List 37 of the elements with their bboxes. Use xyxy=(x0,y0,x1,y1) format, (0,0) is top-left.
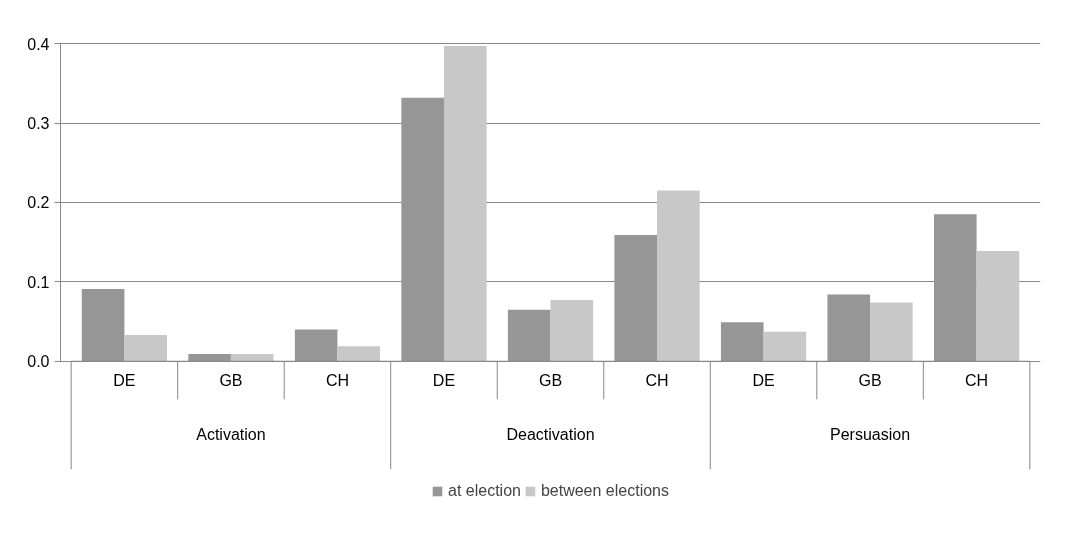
text: Deactivation xyxy=(506,425,595,443)
y-tick-label: 0.4 xyxy=(27,35,50,53)
bar xyxy=(294,329,338,362)
bar xyxy=(443,46,487,362)
bar xyxy=(507,309,551,362)
x-tick-label: GB xyxy=(219,371,243,389)
bar xyxy=(763,331,807,362)
legend-label: at election xyxy=(447,482,521,500)
text: Activation xyxy=(196,425,266,443)
y-tick-label: 0.1 xyxy=(27,273,50,291)
y-tick-label: 0.0 xyxy=(27,353,50,371)
bar xyxy=(933,214,977,362)
bar xyxy=(870,302,913,362)
bar xyxy=(230,354,274,362)
bar xyxy=(550,300,594,362)
y-tick-label: 0.3 xyxy=(27,115,50,133)
bar xyxy=(401,97,444,362)
x-tick-label: GB xyxy=(538,371,563,389)
x-tick-label: DE xyxy=(752,371,775,389)
x-tick-label: DE xyxy=(432,371,456,389)
legend-label: between elections xyxy=(540,482,670,500)
x-tick-label: CH xyxy=(645,371,669,389)
bar xyxy=(720,322,764,362)
x-tick-label: CH xyxy=(965,371,989,389)
x-tick-label: CH xyxy=(325,371,350,389)
x-tick-label: DE xyxy=(113,371,136,389)
bar xyxy=(124,335,168,362)
bar xyxy=(188,354,231,362)
y-tick-label: 0.2 xyxy=(27,194,50,212)
bar xyxy=(81,289,125,362)
bar xyxy=(337,346,381,362)
x-tick-label: GB xyxy=(858,371,882,389)
bar xyxy=(976,250,1020,362)
bar xyxy=(657,190,700,362)
text: Persuasion xyxy=(830,425,911,443)
bar xyxy=(827,294,871,362)
bar xyxy=(614,235,658,362)
